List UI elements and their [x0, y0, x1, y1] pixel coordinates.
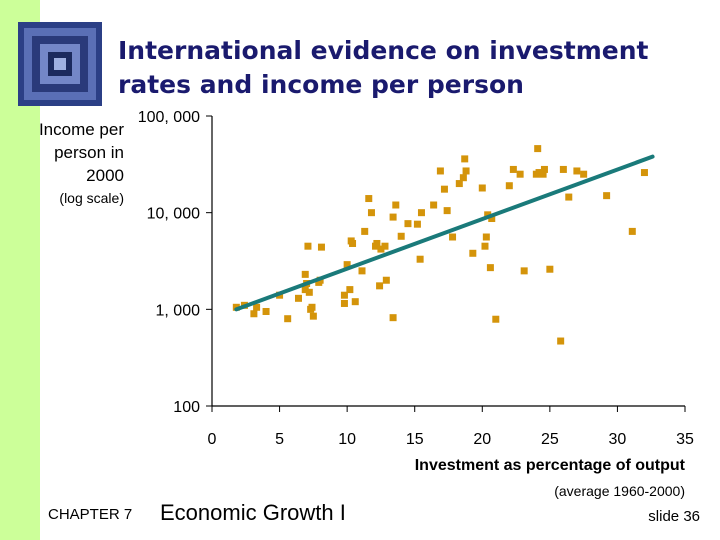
- data-point: [397, 232, 405, 240]
- data-point: [373, 239, 381, 247]
- data-point: [377, 245, 385, 253]
- data-point: [305, 288, 313, 296]
- slide-title-line-1: International evidence on investment: [118, 36, 649, 65]
- data-point: [461, 155, 469, 163]
- data-point: [520, 267, 528, 275]
- data-point: [376, 282, 384, 290]
- data-point: [486, 264, 494, 272]
- data-point: [343, 261, 351, 269]
- data-point: [603, 192, 611, 200]
- data-point: [417, 209, 425, 217]
- y-axis-label-line-2: person in: [54, 143, 124, 162]
- x-tick-label: 35: [676, 431, 694, 448]
- data-point: [462, 167, 470, 175]
- data-point: [580, 170, 588, 178]
- y-axis-label-line-1: Income per: [38, 120, 124, 139]
- slide-number: slide 36: [648, 508, 700, 525]
- x-tick-label: 0: [208, 431, 217, 448]
- y-tick-label: 100, 000: [138, 109, 200, 126]
- data-point: [392, 201, 400, 209]
- y-tick-label: 1, 000: [156, 302, 201, 319]
- data-point: [340, 291, 348, 299]
- data-point: [346, 286, 354, 294]
- data-point: [361, 227, 369, 235]
- data-point: [365, 195, 373, 203]
- y-axis-label-note: (log scale): [59, 190, 124, 206]
- data-point: [484, 211, 492, 219]
- footer-title: Economic Growth I: [160, 500, 346, 525]
- data-point: [540, 165, 548, 173]
- data-point: [640, 169, 648, 177]
- x-axis-label: Investment as percentage of output: [414, 457, 685, 474]
- data-point: [481, 242, 489, 250]
- data-point: [358, 267, 366, 275]
- data-point: [534, 145, 542, 153]
- x-tick-label: 30: [609, 431, 627, 448]
- data-point: [262, 307, 270, 315]
- window-logo-icon: [18, 22, 102, 106]
- x-tick-label: 15: [406, 431, 424, 448]
- x-tick-label: 10: [338, 431, 356, 448]
- slide-title: International evidence on investment rat…: [118, 34, 708, 102]
- data-point: [351, 298, 359, 306]
- data-point: [308, 303, 316, 311]
- data-point: [449, 233, 457, 241]
- data-point: [546, 265, 554, 273]
- slide-title-line-2: rates and income per person: [118, 70, 524, 99]
- data-point: [389, 314, 397, 322]
- trend-line: [234, 154, 655, 312]
- data-point: [253, 303, 261, 311]
- data-point: [488, 215, 496, 223]
- x-tick-label: 20: [473, 431, 491, 448]
- data-point: [436, 167, 444, 175]
- data-point: [573, 167, 581, 175]
- data-point: [516, 170, 524, 178]
- data-point: [557, 337, 565, 345]
- data-point: [440, 185, 448, 193]
- data-point: [404, 220, 412, 228]
- data-point: [301, 286, 309, 294]
- data-point: [413, 220, 421, 228]
- data-point: [535, 169, 543, 177]
- chapter-label: CHAPTER 7: [48, 506, 133, 523]
- data-point: [430, 201, 438, 209]
- data-point: [469, 249, 477, 257]
- data-point: [389, 213, 397, 221]
- data-point: [628, 227, 636, 235]
- data-point: [505, 182, 513, 190]
- y-tick-label: 10, 000: [147, 206, 200, 223]
- data-point: [250, 310, 258, 318]
- data-point: [416, 255, 424, 263]
- data-point: [382, 276, 390, 284]
- data-point: [565, 193, 573, 201]
- data-point: [381, 242, 389, 250]
- data-point: [301, 270, 309, 278]
- data-point: [482, 233, 490, 241]
- data-point: [304, 242, 312, 250]
- data-point: [309, 312, 317, 320]
- data-point: [509, 165, 517, 173]
- y-axis-label-line-3: 2000: [86, 166, 124, 185]
- data-point: [317, 243, 325, 251]
- data-point: [340, 299, 348, 307]
- data-point: [559, 165, 567, 173]
- data-point: [284, 315, 292, 323]
- y-axis-label: Income per person in 2000: [10, 118, 124, 187]
- data-point: [294, 294, 302, 302]
- y-tick-label: 100: [173, 399, 200, 416]
- data-point: [492, 315, 500, 323]
- data-point: [367, 209, 375, 217]
- data-point: [455, 180, 463, 188]
- data-point: [539, 170, 547, 178]
- data-point: [459, 174, 467, 182]
- x-tick-label: 25: [541, 431, 559, 448]
- x-axis-label-note: (average 1960-2000): [554, 483, 685, 499]
- data-point: [478, 184, 486, 192]
- data-point: [315, 278, 323, 286]
- x-tick-label: 5: [275, 431, 284, 448]
- data-point: [347, 237, 355, 245]
- data-point: [443, 207, 451, 215]
